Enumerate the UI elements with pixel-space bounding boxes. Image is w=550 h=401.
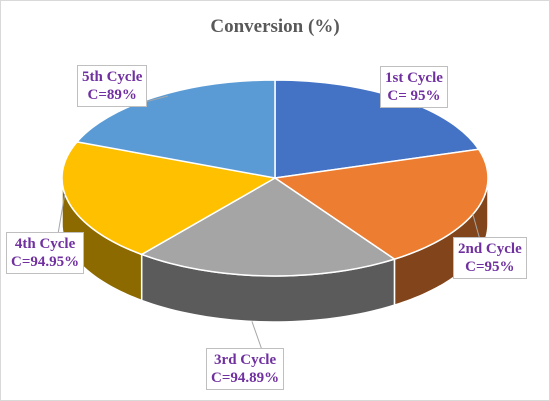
leader-line-3rd-cycle [251,321,263,351]
leader-line-4th-cycle [57,193,66,235]
slice-label-3rd-cycle: 3rd Cycle C=94.89% [206,348,285,390]
pie-slice-5th-cycle [75,79,276,179]
pie-slice-4th-cycle [61,141,278,256]
leader-line-2nd-cycle [472,214,481,241]
pie-slice-3rd-cycle [139,177,397,277]
slice-label-2nd-cycle: 2nd Cycle C=95% [453,237,527,279]
pie-tops [61,79,489,277]
slice-label-5th-cycle: 5th Cycle C=89% [77,65,148,107]
slice-label-1st-cycle: 1st Cycle C= 95% [380,66,448,108]
pie-slice-2nd-cycle [272,148,489,260]
chart-title: Conversion (%) [210,16,340,37]
slice-label-4th-cycle: 4th Cycle C=94.95% [6,232,85,274]
